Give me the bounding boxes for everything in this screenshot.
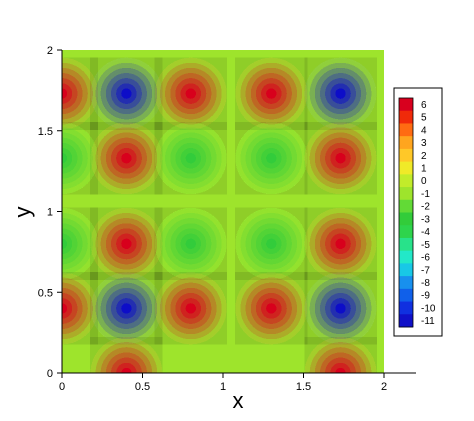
contour-extremum-blob xyxy=(62,207,98,280)
contour-extremum-blob xyxy=(62,122,98,195)
legend-label: -4 xyxy=(421,227,430,238)
contour-extremum xyxy=(235,272,308,345)
legend-label: 5 xyxy=(421,113,427,124)
legend-swatch xyxy=(399,199,413,213)
contour-extremum xyxy=(304,337,377,373)
legend-label: -6 xyxy=(421,253,430,264)
contour-extremum xyxy=(90,57,163,130)
y-tick-label: 0 xyxy=(47,368,53,380)
contour-extremum xyxy=(235,207,308,280)
contour-extremum-blob xyxy=(154,207,227,280)
contour-extremum-blob xyxy=(235,272,308,345)
legend-swatch xyxy=(399,98,413,112)
legend-label: 2 xyxy=(421,151,427,162)
contour-extremum xyxy=(304,57,377,130)
legend-swatch xyxy=(399,301,413,315)
legend-label: 6 xyxy=(421,100,427,111)
y-tick-label: 1 xyxy=(47,207,53,219)
contour-extremum-blob xyxy=(304,122,377,195)
legend-swatch xyxy=(399,314,413,328)
legend-swatch xyxy=(399,263,413,277)
contour-extremum xyxy=(90,337,163,373)
legend-swatch xyxy=(399,123,413,137)
contour-extremum xyxy=(154,122,227,195)
legend-label: 1 xyxy=(421,163,427,174)
legend-label: -9 xyxy=(421,291,430,302)
legend-swatch xyxy=(399,225,413,239)
legend-label: 0 xyxy=(421,176,427,187)
contour-extremum-blob xyxy=(90,337,163,373)
contour-extremum-blob xyxy=(304,272,377,345)
contour-extremum xyxy=(90,207,163,280)
legend-swatch xyxy=(399,110,413,124)
y-tick-label: 2 xyxy=(47,45,53,57)
legend-label: -8 xyxy=(421,278,430,289)
x-tick-label: 2 xyxy=(381,381,387,393)
contour-extremum xyxy=(304,207,377,280)
legend-swatch xyxy=(399,161,413,175)
legend-swatch xyxy=(399,136,413,150)
contour-extremum-blob xyxy=(154,122,227,195)
contour-extremum xyxy=(154,272,227,345)
legend-swatch xyxy=(399,212,413,226)
contour-extremum xyxy=(154,57,227,130)
contour-extremum-blob xyxy=(304,337,377,373)
legend-label: -5 xyxy=(421,240,430,251)
contour-extremum-blob xyxy=(90,57,163,130)
y-tick-label: 0.5 xyxy=(38,287,53,299)
legend-swatch xyxy=(399,187,413,201)
contour-extremum xyxy=(90,122,163,195)
contour-extremum-blob xyxy=(235,57,308,130)
x-axis-label: x xyxy=(233,388,244,413)
contour-extremum xyxy=(62,207,98,280)
legend-label: -1 xyxy=(421,189,430,200)
legend-label: -7 xyxy=(421,265,430,276)
legend-swatch xyxy=(399,276,413,290)
contour-extremum xyxy=(235,57,308,130)
legend-swatch xyxy=(399,237,413,252)
contour-extremum-blob xyxy=(90,122,163,195)
legend-swatch xyxy=(399,148,413,163)
contour-extremum-blob xyxy=(90,272,163,345)
legend-label: 4 xyxy=(421,125,427,136)
contour-extremum xyxy=(304,272,377,345)
legend-label: -2 xyxy=(421,202,430,213)
contour-extremum xyxy=(235,122,308,195)
y-axis-ticks: 0 0.5 1 1.5 2 xyxy=(38,45,62,380)
contour-regions xyxy=(62,57,377,373)
x-tick-label: 0.5 xyxy=(135,381,150,393)
x-tick-label: 0 xyxy=(59,381,65,393)
contour-extremum xyxy=(90,272,163,345)
contour-extremum-blob xyxy=(154,57,227,130)
contour-extremum xyxy=(304,122,377,195)
x-axis-ticks: 0 0.5 1 1.5 2 xyxy=(59,373,387,393)
y-axis-label: y xyxy=(10,207,35,218)
legend-swatch xyxy=(399,288,413,302)
contour-extremum-blob xyxy=(90,207,163,280)
legend-swatch xyxy=(399,250,413,264)
contour-extremum xyxy=(154,207,227,280)
x-tick-label: 1 xyxy=(220,381,226,393)
legend-label: -3 xyxy=(421,214,430,225)
contour-extremum-blob xyxy=(154,272,227,345)
contour-extremum xyxy=(62,122,98,195)
contour-extremum-blob xyxy=(304,57,377,130)
contour-extremum-blob xyxy=(235,122,308,195)
x-tick-label: 1.5 xyxy=(296,381,311,393)
contour-extremum-blob xyxy=(235,207,308,280)
legend: 6 54 3 21 0 -1 -2-3 -4 -5 -6-7 -8 -9-10 -11 xyxy=(398,97,436,328)
legend-label: 3 xyxy=(421,138,427,149)
legend-label: -11 xyxy=(421,316,435,327)
legend-label: -10 xyxy=(421,303,436,314)
y-tick-label: 1.5 xyxy=(38,126,53,138)
legend-bar-outline xyxy=(398,97,414,328)
contour-extremum-blob xyxy=(304,207,377,280)
legend-swatch xyxy=(399,174,413,188)
